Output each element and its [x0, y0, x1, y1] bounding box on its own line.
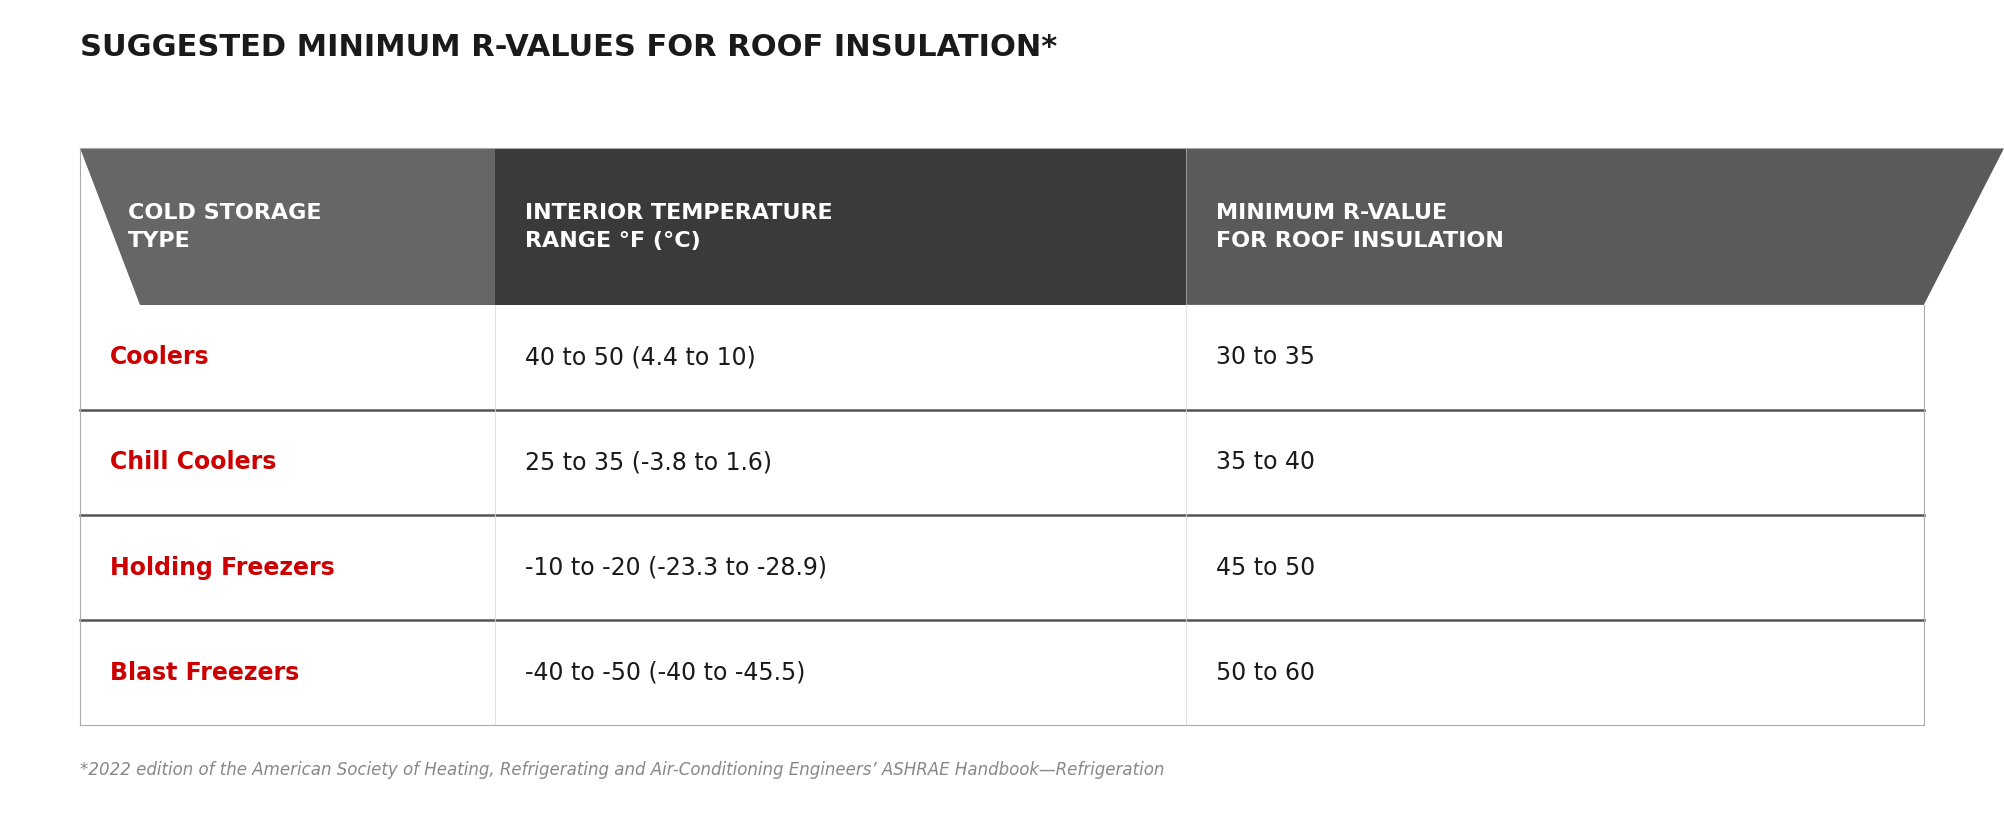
Text: 35 to 40: 35 to 40: [1216, 451, 1315, 475]
Text: 25 to 35 (-3.8 to 1.6): 25 to 35 (-3.8 to 1.6): [525, 451, 772, 475]
Text: -10 to -20 (-23.3 to -28.9): -10 to -20 (-23.3 to -28.9): [525, 555, 828, 579]
Text: Coolers: Coolers: [110, 345, 210, 369]
Text: Chill Coolers: Chill Coolers: [110, 451, 277, 475]
Polygon shape: [80, 620, 1924, 725]
Text: 40 to 50 (4.4 to 10): 40 to 50 (4.4 to 10): [525, 345, 756, 369]
Text: Holding Freezers: Holding Freezers: [110, 555, 335, 579]
Polygon shape: [80, 148, 495, 305]
Text: -40 to -50 (-40 to -45.5): -40 to -50 (-40 to -45.5): [525, 661, 806, 685]
Text: 50 to 60: 50 to 60: [1216, 661, 1315, 685]
Text: 45 to 50: 45 to 50: [1216, 555, 1317, 579]
Polygon shape: [80, 305, 1924, 410]
Text: Blast Freezers: Blast Freezers: [110, 661, 299, 685]
Text: *2022 edition of the American Society of Heating, Refrigerating and Air-Conditio: *2022 edition of the American Society of…: [80, 761, 1164, 779]
Text: COLD STORAGE
TYPE: COLD STORAGE TYPE: [128, 203, 323, 250]
Polygon shape: [495, 148, 1186, 305]
Text: INTERIOR TEMPERATURE
RANGE °F (°C): INTERIOR TEMPERATURE RANGE °F (°C): [525, 203, 834, 250]
Text: 30 to 35: 30 to 35: [1216, 345, 1315, 369]
Text: MINIMUM R-VALUE
FOR ROOF INSULATION: MINIMUM R-VALUE FOR ROOF INSULATION: [1216, 203, 1505, 250]
Text: SUGGESTED MINIMUM R-VALUES FOR ROOF INSULATION*: SUGGESTED MINIMUM R-VALUES FOR ROOF INSU…: [80, 33, 1058, 62]
Polygon shape: [80, 410, 1924, 515]
Polygon shape: [80, 515, 1924, 620]
Polygon shape: [1186, 148, 2004, 305]
